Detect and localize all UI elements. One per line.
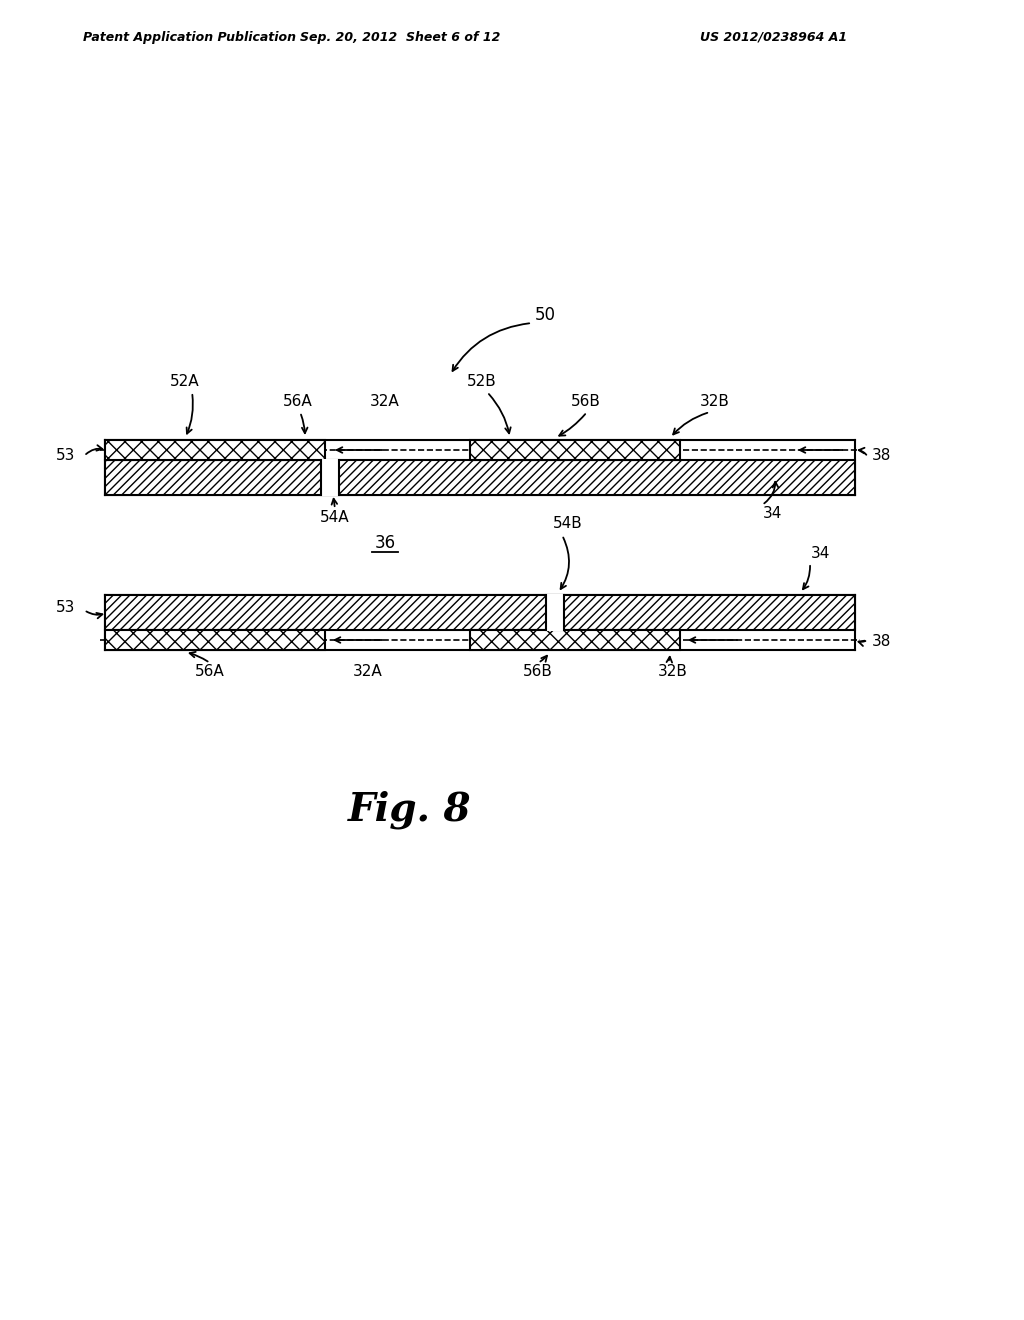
Bar (470, 440, 680, 459)
Text: 50: 50 (535, 306, 555, 323)
Text: 32A: 32A (370, 395, 400, 409)
Text: 32A: 32A (353, 664, 383, 680)
Text: 38: 38 (872, 635, 891, 649)
Text: Sep. 20, 2012  Sheet 6 of 12: Sep. 20, 2012 Sheet 6 of 12 (300, 30, 500, 44)
Bar (321, 459, 339, 496)
Text: 53: 53 (55, 601, 75, 615)
Text: 56A: 56A (196, 664, 225, 680)
Text: 34: 34 (810, 545, 829, 561)
Text: 53: 53 (55, 447, 75, 462)
Text: 32B: 32B (658, 664, 688, 680)
Text: 52A: 52A (170, 375, 200, 389)
Text: 36: 36 (375, 535, 395, 552)
Bar (105, 630, 325, 649)
Text: 56A: 56A (283, 395, 313, 409)
Bar (470, 630, 680, 649)
Bar (546, 594, 564, 631)
Text: 56B: 56B (523, 664, 553, 680)
Text: 54B: 54B (553, 516, 583, 531)
Text: US 2012/0238964 A1: US 2012/0238964 A1 (700, 30, 847, 44)
Text: 52B: 52B (467, 375, 497, 389)
Text: 32B: 32B (700, 395, 730, 409)
Text: Fig. 8: Fig. 8 (348, 791, 472, 829)
Bar (105, 459, 855, 495)
Bar (105, 440, 325, 459)
Text: 56B: 56B (571, 395, 601, 409)
Text: 34: 34 (763, 506, 782, 520)
Bar (105, 595, 855, 630)
Text: 38: 38 (872, 447, 891, 462)
Text: 54A: 54A (321, 510, 350, 524)
Text: Patent Application Publication: Patent Application Publication (83, 30, 296, 44)
